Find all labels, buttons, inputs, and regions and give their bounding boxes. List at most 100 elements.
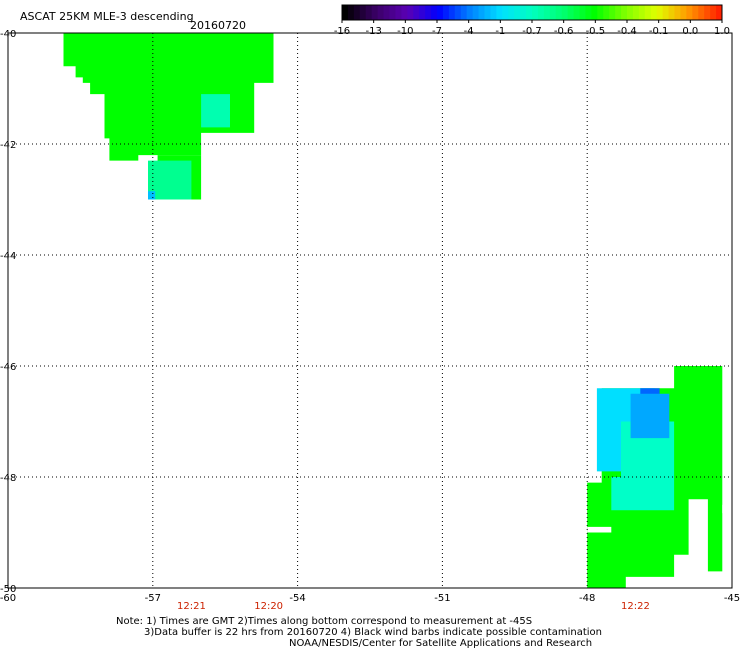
colorbar-segment [526,5,533,20]
colorbar-segment [413,5,420,20]
colorbar-segment [615,5,622,20]
colorbar-segment [680,5,687,20]
longitude-tick-label: -60 [0,593,16,604]
colorbar-segment [621,5,628,20]
colorbar-segment [650,5,658,20]
latitude-tick-label: -42 [0,140,16,151]
colorbar-segment [502,5,509,20]
colorbar-segment [674,5,681,20]
colorbar-segment [454,5,462,20]
longitude-tick-label: -54 [289,593,305,604]
colorbar-segment [514,5,521,20]
latitude-ticks: -40 -42 -44 -46 -48 -50 [0,29,16,595]
note-line-1: Note: 1) Times are GMT 2)Times along bot… [116,616,533,627]
colorbar-segment [585,5,592,20]
map-date: 20160720 [190,19,246,32]
colorbar-segment [359,5,367,20]
colorbar: -16 -13 -10 -7 -4 -1 -0.7 -0.6 -0.5 -0.4 -0.1 0.0 1.… [334,4,730,37]
colorbar-tick-label: -7 [432,26,442,37]
colorbar-tick-label: -0.1 [649,26,669,37]
colorbar-segment [644,5,652,20]
colorbar-tick-label: -0.7 [522,26,542,37]
colorbar-segment [603,5,610,20]
longitude-tick-label: -48 [579,593,595,604]
colorbar-segment [710,5,717,20]
colorbar-tick-label: -4 [464,26,474,37]
southeast-swath-white-gap [722,504,730,514]
latitude-tick-label: -46 [0,362,16,373]
northwest-swath-teal-patch [148,160,192,200]
colorbar-tick-label: -13 [365,26,381,37]
lat-lon-grid [8,33,732,588]
colorbar-segment [567,5,575,20]
southeast-swath-teal [611,421,675,511]
colorbar-tick-label: -1 [495,26,505,37]
colorbar-segment [537,5,545,20]
colorbar-segment [347,5,355,20]
colorbar-tick-label: 1.0 [714,26,730,37]
colorbar-segment [342,5,349,20]
colorbar-segment [448,5,456,20]
wind-data-regions [63,33,730,588]
swath-time-label: 12:21 [177,601,206,612]
latitude-tick-label: -48 [0,473,16,484]
southeast-swath-lightblue [630,393,670,439]
colorbar-tick-label: -0.4 [617,26,637,37]
colorbar-tick-label: 0.0 [682,26,698,37]
colorbar-tick-label: -0.6 [554,26,574,37]
colorbar-segment [442,5,450,20]
note-line-2: 3)Data buffer is 22 hrs from 20160720 4)… [144,627,602,638]
map-frame [7,32,733,589]
colorbar-segment [401,5,408,20]
colorbar-tick-label: -10 [397,26,413,37]
colorbar-segment [484,5,491,20]
colorbar-segment [543,5,551,20]
colorbar-segment [490,5,497,20]
map-title: ASCAT 25KM MLE-3 descending [20,10,194,23]
colorbar-segment [472,5,480,20]
colorbar-segment [662,5,670,20]
northwest-swath-green [63,33,274,161]
colorbar-segment [632,5,640,20]
colorbar-segment [549,5,557,20]
colorbar-segment [407,5,414,20]
colorbar-segment [389,5,396,20]
colorbar-segment [377,5,385,20]
colorbar-segment [437,5,444,20]
colorbar-segment [686,5,693,20]
colorbar-segment [431,5,438,20]
colorbar-segment [466,5,474,20]
colorbar-segment [520,5,527,20]
southeast-swath-lower-left-white [587,526,612,533]
colorbar-segment [692,5,699,20]
colorbar-segment [698,5,705,20]
colorbar-segment [365,5,373,20]
colorbar-segment [668,5,675,20]
colorbar-segment [627,5,634,20]
colorbar-segment [561,5,569,20]
colorbar-segment [353,5,361,20]
colorbar-segment [508,5,515,20]
colorbar-segment [597,5,604,20]
colorbar-segment [704,5,711,20]
colorbar-segment [460,5,468,20]
longitude-ticks: -60 -57 -54 -51 -48 -45 [0,593,740,604]
colorbar-tick-label: -16 [334,26,350,37]
swath-time-label: 12:20 [254,601,283,612]
latitude-tick-label: -40 [0,29,16,40]
colorbar-segment [579,5,586,20]
colorbar-segment [609,5,616,20]
swath-time-label: 12:22 [621,601,650,612]
colorbar-segment [638,5,646,20]
northwest-swath-blue-cell [148,191,156,200]
colorbar-segment [395,5,402,20]
colorbar-segment [425,5,432,20]
longitude-tick-label: -45 [724,593,740,604]
colorbar-segment [591,5,598,20]
longitude-tick-label: -51 [434,593,450,604]
latitude-tick-label: -44 [0,251,16,262]
colorbar-segment [555,5,563,20]
longitude-tick-label: -57 [145,593,161,604]
swath-times: 12:21 12:20 12:22 [177,601,650,612]
